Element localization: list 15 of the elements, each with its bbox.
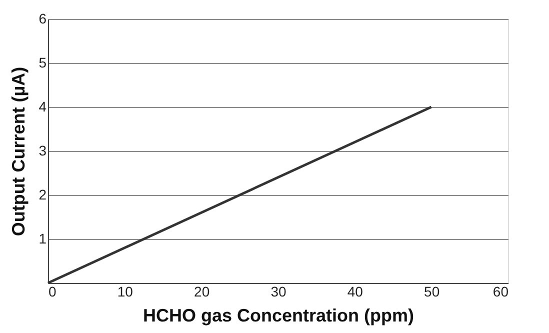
y-tick-label: 1	[38, 230, 47, 246]
y-tick-label: 3	[38, 142, 47, 158]
x-tick-label: 20	[194, 284, 210, 300]
x-tick-label: 50	[424, 284, 440, 300]
x-tick-label: 10	[117, 284, 134, 300]
x-tick-label: 40	[347, 284, 364, 300]
x-tick-label: 60	[492, 284, 509, 300]
x-axis-title: HCHO gas Concentration (ppm)	[142, 306, 414, 326]
y-tick-label: 6	[38, 10, 47, 26]
y-tick-label: 4	[38, 98, 47, 114]
y-tick-label: 5	[38, 54, 47, 70]
x-tick-label: 30	[270, 284, 286, 300]
x-tick-label: 0	[48, 284, 56, 300]
y-axis-title: Output Current (µA)	[8, 66, 29, 236]
y-tick-label: 2	[38, 186, 47, 202]
